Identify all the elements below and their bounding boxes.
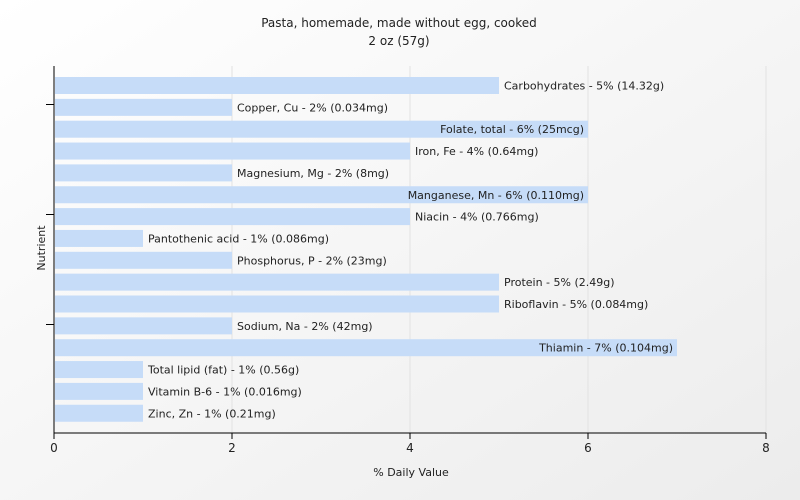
bar-label: Pantothenic acid - 1% (0.086mg) (148, 232, 329, 245)
x-tick-label: 8 (762, 441, 770, 455)
bar (55, 164, 232, 182)
bar (55, 98, 232, 116)
bar (55, 229, 143, 247)
bar-label: Folate, total - 6% (25mcg) (440, 123, 584, 136)
bar-label: Total lipid (fat) - 1% (0.56g) (147, 364, 299, 377)
x-tick-label: 2 (228, 441, 236, 455)
chart-title: Pasta, homemade, made without egg, cooke… (261, 16, 537, 30)
bar-label: Sodium, Na - 2% (42mg) (237, 320, 373, 333)
bar-label: Iron, Fe - 4% (0.64mg) (415, 145, 538, 158)
bar (55, 295, 499, 313)
bar-label: Riboflavin - 5% (0.084mg) (504, 298, 648, 311)
bar-label: Magnesium, Mg - 2% (8mg) (237, 167, 389, 180)
bar (55, 120, 588, 138)
bar-label: Protein - 5% (2.49g) (504, 276, 615, 289)
bar (55, 339, 677, 357)
bar-label: Niacin - 4% (0.766mg) (415, 211, 539, 224)
x-tick-label: 4 (406, 441, 414, 455)
bar (55, 186, 588, 204)
bar (55, 273, 499, 291)
bar (55, 317, 232, 335)
bar (55, 251, 232, 269)
bar (55, 208, 410, 226)
chart-subtitle: 2 oz (57g) (368, 34, 429, 48)
axes: 0 2 4 6 8 (46, 66, 770, 455)
bar-label: Manganese, Mn - 6% (0.110mg) (408, 189, 584, 202)
x-axis-label: % Daily Value (373, 466, 449, 479)
bar (55, 142, 410, 160)
bar-label: Zinc, Zn - 1% (0.21mg) (148, 407, 276, 420)
bar-label: Thiamin - 7% (0.104mg) (538, 342, 673, 355)
bar-label: Carbohydrates - 5% (14.32g) (504, 80, 664, 93)
bar-label: Copper, Cu - 2% (0.034mg) (237, 101, 388, 114)
bar (55, 382, 143, 400)
bar-label: Phosphorus, P - 2% (23mg) (237, 254, 387, 267)
bar (55, 404, 143, 422)
y-axis-label: Nutrient (35, 225, 48, 271)
bar (55, 77, 499, 94)
bars: Carbohydrates - 5% (14.32g) Copper, Cu - … (55, 77, 677, 422)
bar-label: Vitamin B-6 - 1% (0.016mg) (148, 385, 302, 398)
bar (55, 361, 143, 379)
x-tick-label: 6 (584, 441, 592, 455)
x-tick-label: 0 (50, 441, 58, 455)
